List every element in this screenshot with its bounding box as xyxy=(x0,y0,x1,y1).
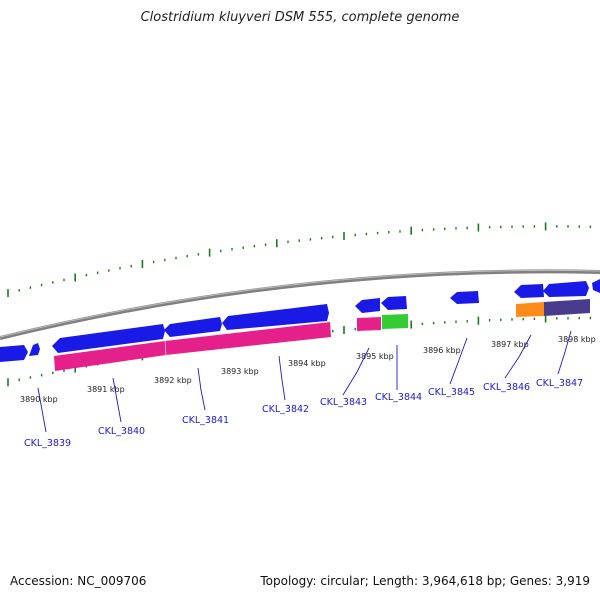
kbp-label: 3893 kbp xyxy=(221,367,259,376)
kbp-label: 3894 kbp xyxy=(288,359,326,368)
gene-arrow[interactable] xyxy=(592,279,600,293)
cds-purple[interactable] xyxy=(544,299,590,316)
upper-scale-ticks xyxy=(7,222,592,298)
kbp-label: 3890 kbp xyxy=(20,395,58,404)
gene-arrow[interactable] xyxy=(381,296,407,310)
gene-label[interactable]: CKL_3847 xyxy=(536,378,583,389)
gene-arrow[interactable] xyxy=(164,317,222,337)
gene-arrow[interactable] xyxy=(222,304,329,330)
gene-label[interactable]: CKL_3844 xyxy=(375,392,422,403)
cds-orange[interactable] xyxy=(516,302,544,317)
kbp-label: 3891 kbp xyxy=(87,385,125,394)
kbp-label: 3892 kbp xyxy=(154,376,192,385)
kbp-label: 3897 kbp xyxy=(491,340,529,349)
gene-arrow[interactable] xyxy=(543,281,589,297)
gene-labels: CKL_3839 CKL_3840 CKL_3841 CKL_3842 CKL_… xyxy=(24,378,583,449)
cds-pink[interactable] xyxy=(357,317,381,331)
gene-arrow[interactable] xyxy=(52,324,165,353)
gene-label[interactable]: CKL_3839 xyxy=(24,438,71,449)
cds-green[interactable] xyxy=(382,314,408,329)
topology-stats: Topology: circular; Length: 3,964,618 bp… xyxy=(260,574,590,588)
accession-text: Accession: NC_009706 xyxy=(10,574,147,588)
forward-genes xyxy=(0,279,600,362)
gene-label[interactable]: CKL_3846 xyxy=(483,382,530,393)
gene-label[interactable]: CKL_3841 xyxy=(182,415,229,426)
kbp-label: 3896 kbp xyxy=(423,346,461,355)
cds-pink[interactable] xyxy=(54,341,166,371)
kbp-label: 3895 kbp xyxy=(356,352,394,361)
kbp-label: 3898 kbp xyxy=(558,335,596,344)
kbp-scale-labels: 3890 kbp 3891 kbp 3892 kbp 3893 kbp 3894… xyxy=(20,335,596,404)
genome-backbone xyxy=(0,269,600,340)
map-title: Clostridium kluyveri DSM 555, complete g… xyxy=(140,10,460,25)
gene-arrow[interactable] xyxy=(0,345,28,362)
gene-arrow[interactable] xyxy=(355,298,380,313)
gene-arrow[interactable] xyxy=(514,284,544,298)
gene-label[interactable]: CKL_3842 xyxy=(262,404,309,415)
gene-label[interactable]: CKL_3840 xyxy=(98,426,145,437)
cds-features xyxy=(54,299,590,371)
cds-pink[interactable] xyxy=(165,322,331,355)
gene-arrow[interactable] xyxy=(450,291,479,304)
gene-arrow[interactable] xyxy=(29,343,40,356)
gene-leader-lines xyxy=(37,330,572,433)
gene-label[interactable]: CKL_3845 xyxy=(428,387,475,398)
gene-label[interactable]: CKL_3843 xyxy=(320,397,367,408)
lower-scale-ticks xyxy=(7,314,592,387)
